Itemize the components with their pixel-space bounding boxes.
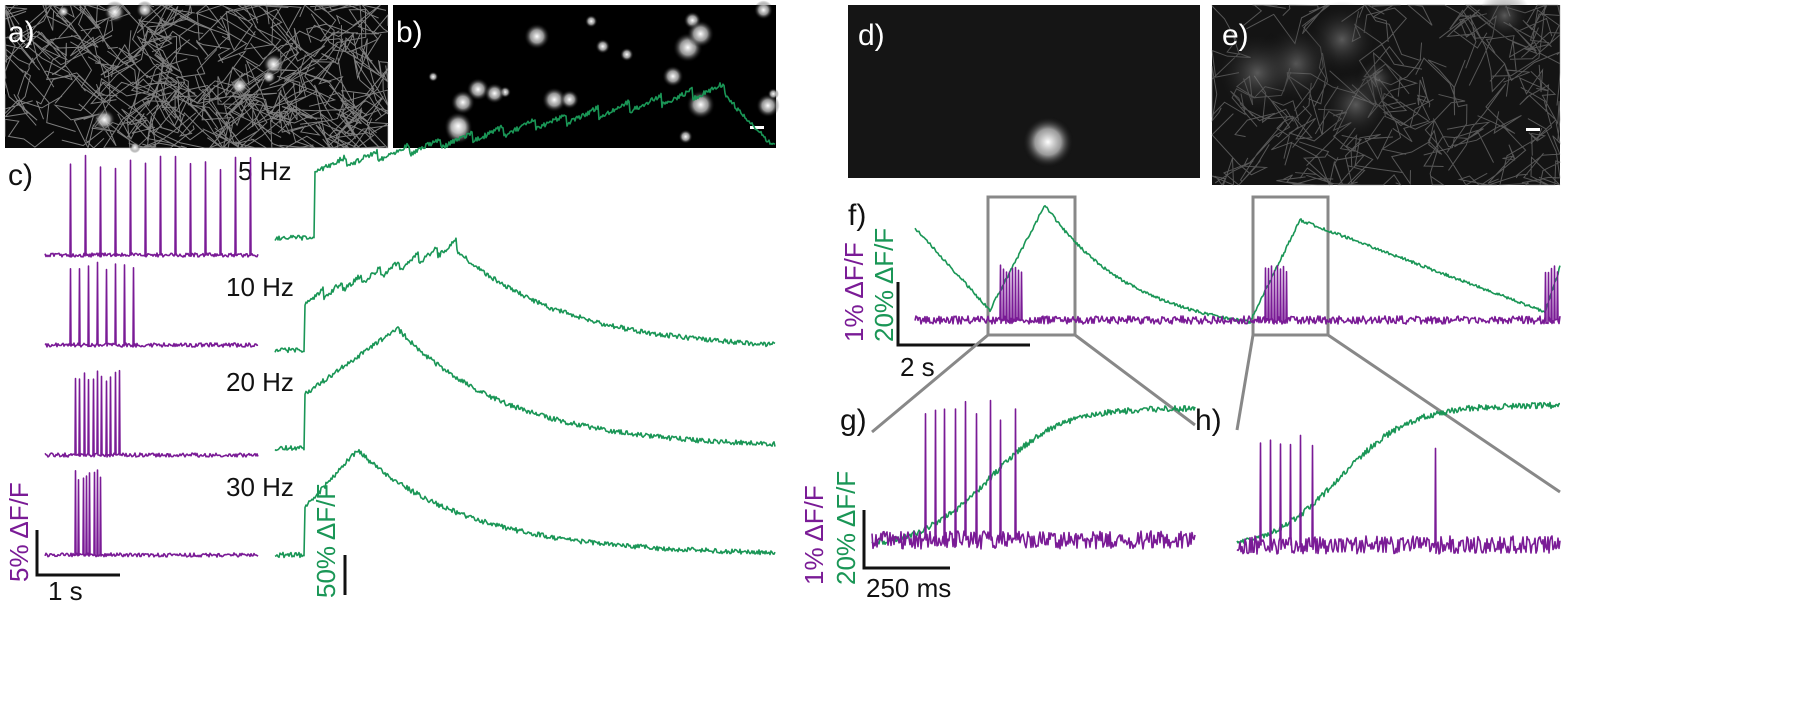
trace bbox=[44, 469, 259, 558]
scale-label: 20% ΔF/F bbox=[831, 471, 861, 585]
cell bbox=[756, 93, 780, 118]
panel-label: e) bbox=[1222, 19, 1249, 52]
scale-label: 2 s bbox=[900, 352, 935, 382]
trace bbox=[914, 205, 1561, 324]
scale-label: 50% ΔF/F bbox=[311, 484, 341, 598]
cell bbox=[129, 141, 141, 154]
scale-label: 1% ΔF/F bbox=[799, 485, 829, 585]
cell bbox=[1213, 28, 1302, 118]
scale-bar bbox=[862, 510, 950, 570]
scale-marker bbox=[1526, 128, 1540, 131]
cell bbox=[678, 129, 693, 144]
panel-label: b) bbox=[396, 16, 423, 49]
scale-label: 20% ΔF/F bbox=[869, 228, 899, 342]
cell bbox=[443, 111, 473, 141]
trace bbox=[1236, 401, 1560, 545]
zoom-indicators bbox=[871, 195, 1561, 494]
panel-label: f) bbox=[848, 199, 866, 232]
micrographs bbox=[3, 0, 1562, 187]
panel-label: d) bbox=[858, 19, 885, 52]
image-d bbox=[848, 5, 1200, 178]
cell bbox=[57, 5, 70, 18]
trace bbox=[274, 237, 776, 354]
cell bbox=[620, 47, 634, 62]
scale-bar bbox=[35, 530, 120, 577]
cell bbox=[93, 108, 116, 131]
trace bbox=[274, 326, 776, 452]
scale-label: 1 s bbox=[48, 576, 83, 606]
cell bbox=[428, 71, 439, 82]
cell bbox=[559, 89, 580, 110]
frequency-label: 20 Hz bbox=[226, 367, 294, 397]
frequency-label: 5 Hz bbox=[238, 156, 291, 186]
trace bbox=[274, 448, 776, 559]
cell bbox=[686, 20, 715, 48]
frequency-label: 30 Hz bbox=[226, 472, 294, 502]
cell bbox=[541, 87, 567, 113]
cell bbox=[584, 14, 598, 28]
panel-label: a) bbox=[8, 16, 35, 49]
scale-label: 1% ΔF/F bbox=[839, 242, 869, 342]
cell bbox=[753, 0, 774, 20]
cell bbox=[450, 90, 475, 115]
cell bbox=[261, 69, 277, 84]
trace bbox=[871, 399, 1196, 550]
cell bbox=[686, 90, 716, 119]
cell bbox=[135, 0, 154, 19]
trace bbox=[44, 261, 259, 348]
scale-marker bbox=[750, 126, 764, 129]
cell bbox=[103, 1, 126, 23]
cell bbox=[230, 76, 249, 96]
scale-bar bbox=[896, 282, 1030, 347]
cell bbox=[1022, 116, 1074, 168]
trace bbox=[914, 264, 1561, 325]
panel-label: h) bbox=[1195, 404, 1222, 437]
scale-label: 250 ms bbox=[866, 573, 951, 603]
cell bbox=[1478, 0, 1531, 42]
frequency-label: 10 Hz bbox=[226, 272, 294, 302]
trace bbox=[44, 369, 259, 458]
trace bbox=[1236, 434, 1561, 555]
cell bbox=[595, 39, 611, 54]
trace bbox=[871, 405, 1196, 546]
scale-label: 5% ΔF/F bbox=[4, 482, 34, 582]
panel-label: g) bbox=[840, 404, 867, 437]
cell bbox=[1318, 67, 1394, 143]
cell bbox=[262, 53, 285, 75]
traces bbox=[44, 82, 1561, 559]
cell bbox=[662, 65, 684, 87]
neurites bbox=[3, 3, 390, 150]
cell bbox=[484, 83, 505, 104]
trace bbox=[274, 82, 776, 241]
trace bbox=[44, 154, 259, 258]
panel-label: c) bbox=[8, 159, 33, 192]
cell bbox=[767, 88, 779, 100]
cell bbox=[523, 23, 550, 50]
